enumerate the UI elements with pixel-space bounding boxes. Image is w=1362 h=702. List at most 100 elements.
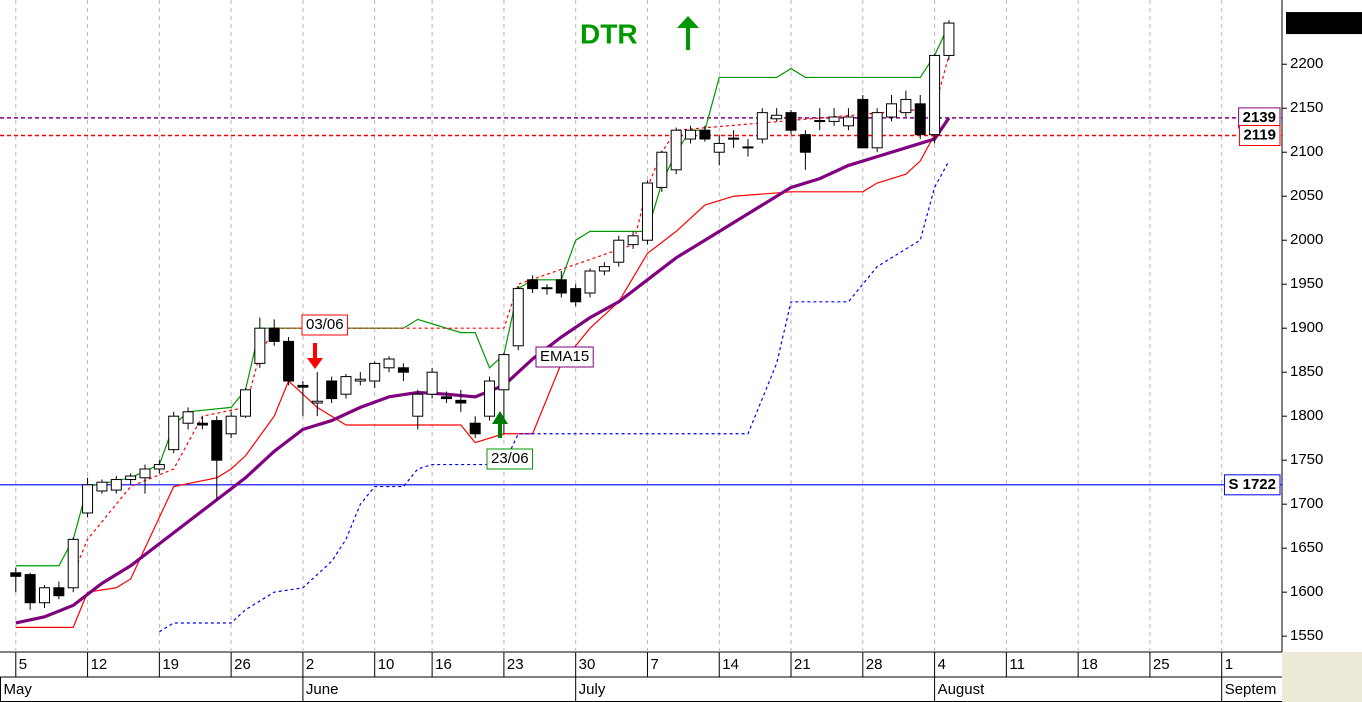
candle-body	[828, 116, 840, 122]
x-tick-label: 21	[794, 656, 811, 673]
level-label: 2139	[1243, 109, 1276, 126]
candle-body	[914, 103, 926, 136]
title-up-arrow	[677, 16, 699, 50]
last-price-box	[1286, 12, 1362, 35]
buy-arrow	[492, 411, 508, 438]
x-tick-label: 26	[234, 656, 251, 673]
candle-body	[584, 270, 596, 294]
candle-body	[153, 464, 165, 470]
annotation-label-box	[301, 314, 349, 336]
x-tick-label: 19	[162, 656, 179, 673]
candle-body	[713, 142, 725, 153]
candle-body	[326, 380, 338, 400]
candle-body	[598, 266, 610, 272]
month-label: June	[306, 681, 339, 698]
candle-body	[211, 420, 223, 461]
candle-body	[570, 288, 582, 303]
y-tick-label: 2050	[1290, 187, 1323, 204]
chart-title: DTR	[580, 18, 638, 49]
y-tick-label: 1650	[1290, 539, 1323, 556]
candle-body	[613, 239, 625, 263]
candle-body	[110, 479, 122, 491]
x-tick-label: 11	[1009, 656, 1025, 673]
candle-body	[369, 362, 381, 382]
candle-body	[139, 468, 151, 479]
y-tick-label: 1950	[1290, 275, 1323, 292]
candle-body	[512, 288, 524, 347]
axes: 1550 1600 1650 1700 1750 1800 1850 1900 1950 2000…	[0, 55, 1323, 702]
candle-body	[354, 378, 366, 382]
x-tick-label: 30	[579, 656, 596, 673]
candle-body	[857, 98, 869, 149]
sell-arrow	[307, 343, 323, 369]
candle-body	[785, 112, 797, 131]
month-label: July	[579, 681, 606, 698]
candle-body	[641, 182, 653, 241]
candle-body	[125, 475, 137, 481]
x-tick-label: 2	[306, 656, 314, 673]
candle-body	[311, 400, 323, 404]
candle-body	[943, 22, 955, 56]
x-tick-label: 4	[938, 656, 946, 673]
candle-body	[799, 134, 811, 153]
candle-body	[440, 396, 452, 400]
candle-body	[742, 146, 754, 149]
candle-body	[82, 484, 94, 514]
candle-body	[24, 574, 36, 604]
month-label: May	[4, 681, 33, 698]
candle-body	[53, 587, 65, 597]
y-tick-label: 1600	[1290, 583, 1323, 600]
candle-body	[527, 279, 539, 290]
candle-body	[455, 399, 467, 404]
y-tick-label: 1800	[1290, 407, 1323, 424]
x-tick-label: 25	[1153, 656, 1170, 673]
annotation-label: 23/06	[491, 450, 529, 467]
candle-body	[426, 371, 438, 395]
x-tick-label: 5	[19, 656, 27, 673]
x-tick-label: 10	[378, 656, 395, 673]
candle-body	[469, 422, 481, 435]
annotation-label: 03/06	[306, 316, 344, 333]
candle-body	[900, 98, 912, 114]
candle-body	[225, 415, 237, 435]
x-tick-label: 14	[722, 656, 739, 673]
plot-background	[0, 0, 1282, 652]
candle-body	[670, 129, 682, 171]
annotation-label-box	[486, 448, 534, 470]
corner	[1282, 652, 1362, 702]
level-label-box	[1238, 125, 1281, 147]
y-tick-label: 2150	[1290, 99, 1323, 116]
y-tick-label: 2200	[1290, 55, 1323, 72]
candle-body	[10, 572, 22, 577]
y-tick-label: 2100	[1290, 143, 1323, 160]
y-tick-label: 1750	[1290, 451, 1323, 468]
candle-body	[498, 354, 510, 391]
candle-body	[340, 376, 352, 395]
candle-body	[756, 112, 768, 140]
ema-label-box	[535, 346, 594, 368]
month-label: August	[938, 681, 986, 698]
candle-body	[283, 340, 295, 382]
candle-body	[168, 415, 180, 451]
candle-body	[67, 538, 79, 589]
candle-body	[297, 384, 309, 388]
candle-body	[728, 137, 740, 140]
candle-body	[484, 380, 496, 417]
candle-body	[196, 422, 208, 426]
candle-body	[871, 112, 883, 149]
x-tick-label: 16	[435, 656, 452, 673]
ema-label: EMA15	[540, 348, 589, 365]
candle-body	[383, 358, 395, 369]
candle-body	[397, 367, 409, 373]
overlay-line	[72, 55, 950, 575]
overlay-line	[159, 160, 950, 633]
x-tick-label: 1	[1225, 656, 1233, 673]
candle-body	[541, 287, 553, 290]
y-tick-label: 1550	[1290, 627, 1323, 644]
candle-body	[685, 129, 697, 140]
candle-body	[699, 129, 711, 140]
x-tick-label: 7	[650, 656, 658, 673]
x-tick-label: 28	[866, 656, 883, 673]
y-tick-label: 1850	[1290, 363, 1323, 380]
